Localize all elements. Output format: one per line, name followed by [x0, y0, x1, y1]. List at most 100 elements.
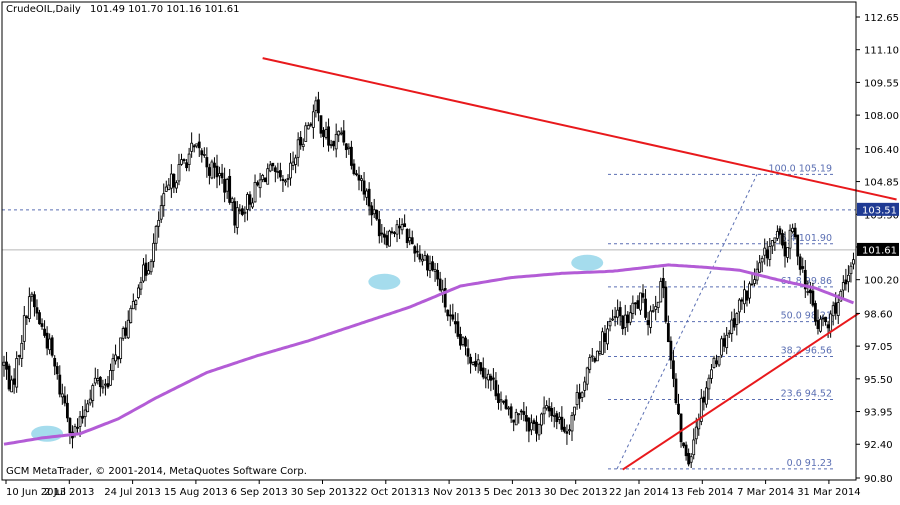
candle-body — [322, 130, 325, 137]
candle-body — [507, 407, 511, 410]
candle-body — [17, 355, 21, 357]
candle — [96, 369, 100, 385]
candle — [403, 214, 407, 228]
candle-body — [682, 442, 685, 447]
candle-body — [197, 141, 201, 149]
candle-body — [573, 406, 576, 416]
candle-body — [694, 426, 698, 440]
candle-body — [372, 209, 376, 215]
x-tick-label: 7 Mar 2014 — [737, 487, 794, 498]
candle-body — [831, 305, 835, 317]
candle-body — [704, 387, 708, 405]
candle — [286, 174, 290, 188]
candle — [431, 255, 434, 272]
candle-body — [50, 337, 54, 356]
candle-body — [811, 290, 815, 306]
candle — [514, 408, 518, 426]
candle-body — [2, 361, 6, 366]
candle — [745, 290, 749, 307]
candle — [319, 115, 323, 138]
candle-body — [583, 381, 587, 391]
candle — [791, 223, 795, 234]
candle — [641, 284, 645, 304]
candle-body — [388, 230, 391, 247]
candle — [532, 418, 536, 431]
candle — [461, 336, 465, 347]
y-tick-label: 92.40 — [864, 440, 893, 451]
candle-body — [426, 255, 429, 271]
candle — [453, 312, 457, 334]
candle — [126, 310, 130, 340]
candle-body — [256, 182, 259, 186]
candle-body — [555, 413, 559, 423]
candle-body — [593, 357, 597, 362]
candle — [562, 418, 566, 434]
x-tick-label: 24 Jul 2013 — [104, 487, 161, 498]
candle-body — [710, 369, 713, 379]
y-tick-label: 98.60 — [864, 309, 893, 320]
candle — [451, 303, 455, 322]
candle-body — [819, 318, 822, 332]
candle-body — [301, 143, 305, 147]
candle — [535, 415, 538, 442]
candle — [644, 289, 647, 320]
candle — [124, 321, 128, 339]
candle — [218, 166, 221, 186]
candle-body — [654, 306, 658, 310]
candle-body — [68, 417, 72, 434]
candle — [575, 384, 579, 410]
candle-body — [720, 338, 724, 356]
candle-body — [730, 319, 734, 334]
candle-body — [121, 328, 125, 339]
candle-body — [443, 288, 447, 308]
candle-body — [562, 426, 566, 432]
candle — [7, 363, 11, 392]
candle-body — [405, 228, 409, 244]
candle — [180, 153, 183, 166]
candle — [172, 173, 176, 194]
candle-body — [319, 115, 323, 134]
candle — [474, 352, 478, 371]
candle — [796, 234, 800, 266]
candle-body — [532, 420, 536, 425]
candle — [438, 271, 442, 292]
candle-body — [332, 140, 336, 147]
candle — [537, 423, 541, 440]
candle-body — [537, 423, 541, 436]
candle-body — [238, 209, 242, 212]
candle — [375, 209, 379, 221]
candle — [494, 372, 498, 401]
candle-body — [664, 286, 668, 322]
candle — [649, 305, 653, 334]
candle — [694, 417, 698, 445]
candle-body — [649, 310, 653, 328]
candle — [760, 255, 764, 273]
candle — [220, 163, 224, 184]
candle-body — [821, 317, 825, 320]
candle — [672, 350, 675, 388]
candle — [35, 299, 39, 320]
candle — [798, 253, 802, 276]
candle — [332, 140, 336, 151]
candle-body — [286, 178, 290, 180]
candle — [722, 332, 726, 352]
candle-body — [846, 274, 850, 283]
candle-body — [702, 396, 706, 403]
candle — [278, 162, 282, 182]
candle — [443, 277, 447, 313]
candle-body — [382, 233, 386, 238]
candle — [689, 453, 693, 469]
candle-body — [175, 182, 178, 189]
candle-body — [88, 398, 92, 404]
candle-body — [760, 257, 764, 263]
candle — [459, 326, 462, 350]
candle — [27, 287, 31, 323]
candle-body — [65, 402, 69, 419]
plot-frame — [1, 1, 857, 481]
candle-body — [509, 406, 513, 419]
candle-body — [753, 279, 756, 284]
candle — [715, 354, 718, 368]
fibonacci-diagonal — [616, 174, 758, 470]
